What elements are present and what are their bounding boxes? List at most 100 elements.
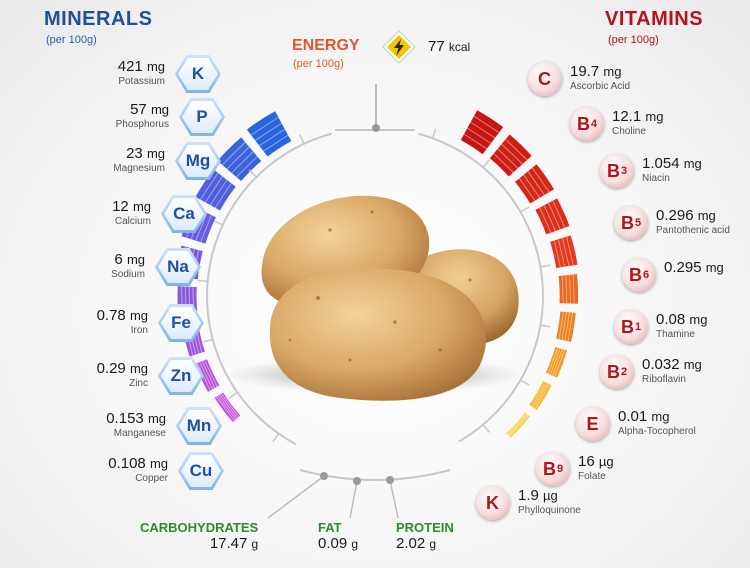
mineral-row-na: 6 mg Sodium Na xyxy=(0,247,203,287)
vitamin-bar-stripe xyxy=(552,348,563,376)
mineral-symbol: K xyxy=(178,58,218,90)
vitamin-bar-stripe xyxy=(497,148,519,169)
mineral-hex-badge: Fe xyxy=(158,304,204,342)
mineral-amount-value: 0.29 xyxy=(96,360,126,377)
vitamin-amount-value: 16 xyxy=(578,453,595,470)
vitamin-bar-stripe xyxy=(552,200,566,228)
vitamin-letter: B xyxy=(620,316,634,337)
mineral-bar-stripe xyxy=(236,155,258,178)
energy-unit: kcal xyxy=(448,40,471,54)
macro-value: 2.02 g xyxy=(396,535,454,552)
mineral-row-fe: 0.78 mg Iron Fe xyxy=(0,303,206,343)
vitamin-bar xyxy=(529,381,552,411)
vitamin-amount: 0.295 mg xyxy=(664,259,724,276)
vitamin-bar-stripe xyxy=(564,312,571,341)
vitamin-subscript: 2 xyxy=(620,366,628,378)
mineral-amount-unit: mg xyxy=(149,456,168,471)
vitamin-name: Riboflavin xyxy=(642,374,686,385)
vitamin-subscript: 3 xyxy=(620,165,628,177)
ring-tick xyxy=(272,433,280,443)
vitamin-row-e: E 0.01 mg Alpha-Tocopherol xyxy=(576,405,750,445)
mineral-name: Magnesium xyxy=(113,163,165,174)
vitamin-bar-stripe xyxy=(533,383,549,409)
mineral-amount-unit: mg xyxy=(129,361,148,376)
ring-tick xyxy=(540,324,551,328)
mineral-amount-unit: mg xyxy=(132,199,151,214)
vitamin-bar-stripe xyxy=(572,274,575,304)
vitamin-amount-unit: mg xyxy=(705,260,724,275)
mineral-hex-badge: Ca xyxy=(161,195,207,233)
ring-tick xyxy=(431,128,437,139)
mineral-hex-badge: Na xyxy=(155,248,201,286)
vitamins-title: VITAMINS xyxy=(605,8,704,30)
vitamin-amount: 1.9 µg xyxy=(518,487,558,504)
vitamin-name: Choline xyxy=(612,126,646,137)
energy-amount: 77 xyxy=(428,38,445,55)
vitamin-name: Pantothenic acid xyxy=(656,225,730,236)
mineral-bar-stripe xyxy=(254,122,282,141)
vitamin-name: Niacin xyxy=(642,173,670,184)
vitamin-amount-unit: µg xyxy=(543,488,558,503)
mineral-amount: 0.29 mg xyxy=(97,360,148,377)
vitamin-row-b9: B 9 16 µg Folate xyxy=(536,450,750,490)
mineral-amount-value: 23 xyxy=(126,145,143,162)
mineral-amount-value: 421 xyxy=(117,58,143,75)
mineral-amount-unit: mg xyxy=(129,308,148,323)
mineral-amount-unit: mg xyxy=(126,252,145,267)
mineral-bar-stripe xyxy=(263,134,289,152)
vitamin-bar-stripe xyxy=(470,121,496,139)
ring-tick xyxy=(299,134,305,145)
mineral-hex-badge: Cu xyxy=(178,452,224,490)
vitamin-bar-stripe xyxy=(518,178,536,201)
vitamin-bar-stripe xyxy=(549,348,561,375)
vitamin-row-k: K 1.9 µg Phylloquinone xyxy=(476,484,716,524)
energy-value: 77 kcal xyxy=(428,38,470,55)
macro-label: CARBOHYDRATES xyxy=(140,520,259,535)
macro-ring-segment xyxy=(299,469,451,481)
vitamin-bar-stripe xyxy=(501,143,523,165)
mineral-amount-unit: mg xyxy=(150,102,169,117)
vitamin-letter: B xyxy=(542,458,556,479)
mineral-amount-value: 0.78 xyxy=(96,307,126,324)
vitamin-amount-unit: mg xyxy=(603,64,622,79)
minerals-subtitle: (per 100g) xyxy=(46,34,97,46)
vitamin-amount: 0.032 mg xyxy=(642,356,702,373)
mineral-hex-badge: P xyxy=(179,98,225,136)
mineral-amount-unit: mg xyxy=(147,411,166,426)
ring-tick xyxy=(482,424,490,433)
mineral-amount: 12 mg xyxy=(112,198,151,215)
minerals-title: MINERALS xyxy=(44,8,153,30)
vitamin-amount-value: 0.01 xyxy=(618,408,648,425)
vitamin-subscript: 5 xyxy=(634,217,642,229)
vitamin-bar-stripe xyxy=(473,115,500,133)
vitamin-bar-stripe xyxy=(562,237,570,267)
potato-illustration xyxy=(225,195,525,401)
vitamin-bar-stripe xyxy=(530,381,546,407)
vitamin-bar-stripe xyxy=(567,312,574,342)
vitamin-bar-stripe xyxy=(543,205,556,232)
macro-connector xyxy=(267,475,325,519)
vitamin-row-b2: B 2 0.032 mg Riboflavin xyxy=(600,353,750,393)
vitamin-badge: E xyxy=(576,407,610,441)
vitamin-bar xyxy=(515,164,555,204)
ring-tick xyxy=(202,338,213,343)
vitamin-amount-value: 19.7 xyxy=(570,63,600,80)
vitamin-amount-value: 12.1 xyxy=(612,108,642,125)
vitamin-bar-stripe xyxy=(558,311,564,340)
vitamin-amount-unit: mg xyxy=(683,357,702,372)
vitamin-bar-stripe xyxy=(569,274,572,304)
vitamin-bar-stripe xyxy=(565,275,568,304)
vitamin-bar-stripe xyxy=(547,202,561,230)
vitamin-subscript: 1 xyxy=(634,321,642,333)
vitamin-amount-unit: mg xyxy=(683,156,702,171)
ring-tick xyxy=(520,206,530,213)
macro-amount: 17.47 xyxy=(209,535,248,552)
vitamin-bar-stripe xyxy=(531,167,550,193)
vitamin-name: Folate xyxy=(578,471,606,482)
mineral-symbol: Mg xyxy=(178,145,218,177)
lightning-bolt-icon xyxy=(382,30,416,64)
macro-protein: PROTEIN 2.02 g xyxy=(396,520,454,552)
